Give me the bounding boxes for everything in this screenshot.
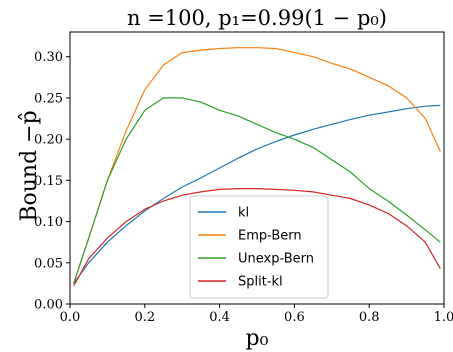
y-tick-label: 0.30 [34,50,63,65]
x-tick-label: 0.0 [60,310,81,325]
series-line-unexp-bern [73,97,441,284]
x-axis-label: p₀ [246,326,269,351]
y-tick-label: 0.20 [34,133,63,148]
legend-entry: kl [238,206,249,221]
y-axis-label: Bound −p̂ [17,110,42,221]
x-tick-label: 0.8 [359,310,380,325]
y-tick-label: 0.15 [34,174,63,189]
plot-area [73,47,441,287]
legend: kl Emp-Bern Unexp-Bern Split-kl [189,195,329,299]
y-tick-label: 0.25 [34,91,63,106]
legend-box [189,195,329,299]
plot-frame [69,31,445,305]
y-tick-label: 0.10 [34,215,63,230]
series-line-kl [73,104,441,284]
chart-title: n =100, p₁=0.99(1 − p₀) [127,6,387,30]
x-tick-label: 0.2 [134,310,155,325]
legend-entry: Split-kl [238,275,283,290]
legend-entry: Unexp-Bern [238,252,314,267]
y-tick-label: 0.00 [34,298,63,313]
axis-ticks: 0.0 0.2 0.4 0.6 0.8 1.0 0.00 0.05 0.10 0.15 0.20 0.… [34,50,453,325]
x-tick-label: 0.6 [284,310,305,325]
series-line-split-kl [73,188,441,287]
x-tick-label: 1.0 [434,310,453,325]
x-tick-label: 0.4 [209,310,230,325]
legend-entry: Emp-Bern [238,229,302,244]
series-line-emp-bern [73,47,441,284]
y-tick-label: 0.05 [34,256,63,271]
